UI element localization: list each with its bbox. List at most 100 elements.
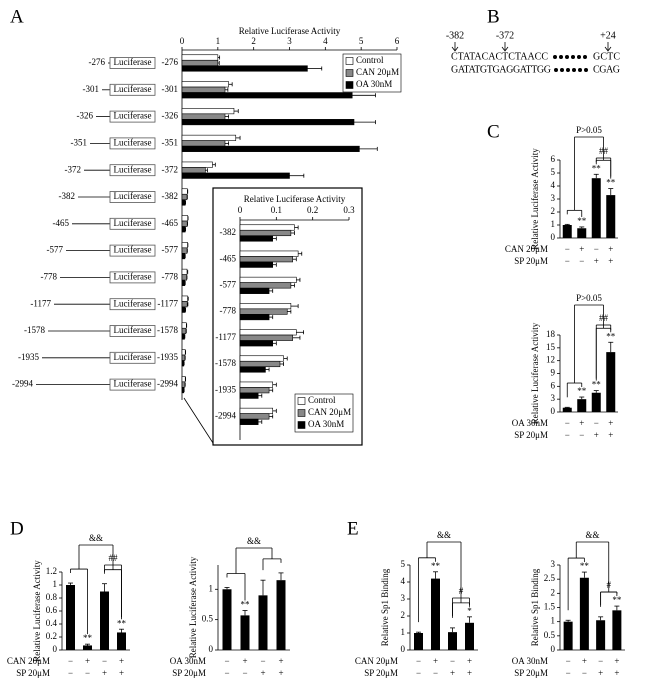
bar xyxy=(181,113,226,120)
condition-sign: + xyxy=(242,656,247,666)
condition-label: CAN 20μM xyxy=(355,656,398,666)
bar xyxy=(563,621,573,650)
panel-letter: A xyxy=(10,6,24,27)
bar xyxy=(181,322,187,329)
significance-label: ** xyxy=(606,178,616,188)
legend-swatch xyxy=(297,397,306,405)
condition-label: OA 30nM xyxy=(512,656,548,666)
bracket-label: ## xyxy=(599,313,609,323)
bar xyxy=(181,188,188,195)
bar xyxy=(562,407,572,412)
y-tick-label: 5 xyxy=(401,559,406,569)
bar xyxy=(239,308,288,315)
condition-sign: + xyxy=(102,668,107,678)
bar xyxy=(181,59,219,67)
significance-label: ** xyxy=(612,595,622,605)
condition-label: SP 20μM xyxy=(514,430,548,440)
condition-sign: + xyxy=(85,656,90,666)
x-tick-label: 0 xyxy=(180,36,185,46)
y-tick-label: 12 xyxy=(546,355,555,365)
condition-label: OA 30nM xyxy=(512,418,548,428)
construct-label: -465 xyxy=(53,218,70,228)
condition-sign: + xyxy=(579,244,584,254)
seq-arrows xyxy=(451,42,612,52)
condition-sign: − xyxy=(565,244,570,254)
zoom-line xyxy=(183,397,214,444)
y-tick-label: 2 xyxy=(551,206,556,216)
seq-bottom: GATATGTGAGGATTGG xyxy=(451,64,551,75)
seq-bottom: CGAG xyxy=(593,64,620,75)
seq-position: -372 xyxy=(496,30,514,41)
bar xyxy=(239,334,293,341)
bar xyxy=(239,314,270,321)
construct-text: Luciferase xyxy=(114,218,152,228)
y-tick-label: -1177 xyxy=(215,332,236,342)
condition-sign: − xyxy=(565,418,570,428)
bar xyxy=(577,228,587,238)
bar xyxy=(606,195,616,238)
construct-box xyxy=(109,83,156,96)
bar xyxy=(181,81,229,88)
bracket-label: P>0.05 xyxy=(576,125,602,135)
construct-label: -382 xyxy=(59,191,76,201)
y-axis-title: Relative Sp1 Binding xyxy=(380,568,390,646)
condition-sign: + xyxy=(582,656,587,666)
construct-text: Luciferase xyxy=(114,111,152,121)
y-tick-label: 2.5 xyxy=(544,573,556,583)
condition-sign: + xyxy=(594,256,599,266)
bar xyxy=(181,360,185,367)
legend-label: CAN 20μM xyxy=(356,67,399,77)
legend-label: OA 30nM xyxy=(308,419,344,429)
legend-swatch xyxy=(345,81,354,89)
legend-label: Control xyxy=(308,395,336,405)
seq-top: CTATACACTCTAACC xyxy=(451,51,548,62)
bar xyxy=(596,620,606,650)
construct-text: Luciferase xyxy=(114,379,152,389)
y-tick-label: 1 xyxy=(209,583,214,593)
y-axis-title: Relative Luciferase Activity xyxy=(32,560,42,662)
condition-sign: + xyxy=(608,430,613,440)
bar xyxy=(181,301,188,308)
condition-sign: + xyxy=(614,656,619,666)
bracket-label: P>0.05 xyxy=(576,293,602,303)
construct-label: -577 xyxy=(47,245,64,255)
significance-label: ** xyxy=(577,216,587,226)
construct-label: -1578 xyxy=(24,325,45,335)
y-tick-label: -1578 xyxy=(157,325,178,335)
condition-sign: − xyxy=(450,656,455,666)
construct-box xyxy=(109,244,156,257)
y-tick-label: -577 xyxy=(162,245,179,255)
construct-text: Luciferase xyxy=(114,298,152,308)
bar xyxy=(606,352,616,412)
bar xyxy=(239,256,293,263)
y-tick-label: 0.6 xyxy=(46,605,58,615)
y-tick-label: -382 xyxy=(162,191,179,201)
bar xyxy=(181,134,237,141)
bar xyxy=(239,235,274,242)
y-tick-label: -778 xyxy=(220,306,237,316)
legend-swatch xyxy=(297,421,306,429)
condition-sign: + xyxy=(260,668,265,678)
construct-box xyxy=(109,217,156,230)
y-tick-label: 1 xyxy=(551,616,556,626)
bar xyxy=(181,354,186,361)
condition-sign: − xyxy=(416,668,421,678)
y-tick-label: 1.2 xyxy=(46,566,57,576)
construct-text: Luciferase xyxy=(114,352,152,362)
y-tick-label: 0.8 xyxy=(46,592,58,602)
bar xyxy=(181,268,188,275)
bar xyxy=(431,578,440,650)
construct-box xyxy=(109,110,156,123)
significance-label: ** xyxy=(606,331,616,341)
significance-label: ** xyxy=(117,618,127,628)
y-tick-label: 0 xyxy=(551,406,556,416)
bar xyxy=(222,589,232,650)
bracket-label: # xyxy=(459,586,464,596)
condition-label: SP 20μM xyxy=(364,668,398,678)
y-tick-label: 9 xyxy=(551,368,556,378)
bar xyxy=(612,610,622,650)
bar xyxy=(181,306,186,313)
construct-label: -326 xyxy=(77,111,94,121)
legend-swatch xyxy=(297,409,306,417)
y-tick-label: -372 xyxy=(162,164,179,174)
